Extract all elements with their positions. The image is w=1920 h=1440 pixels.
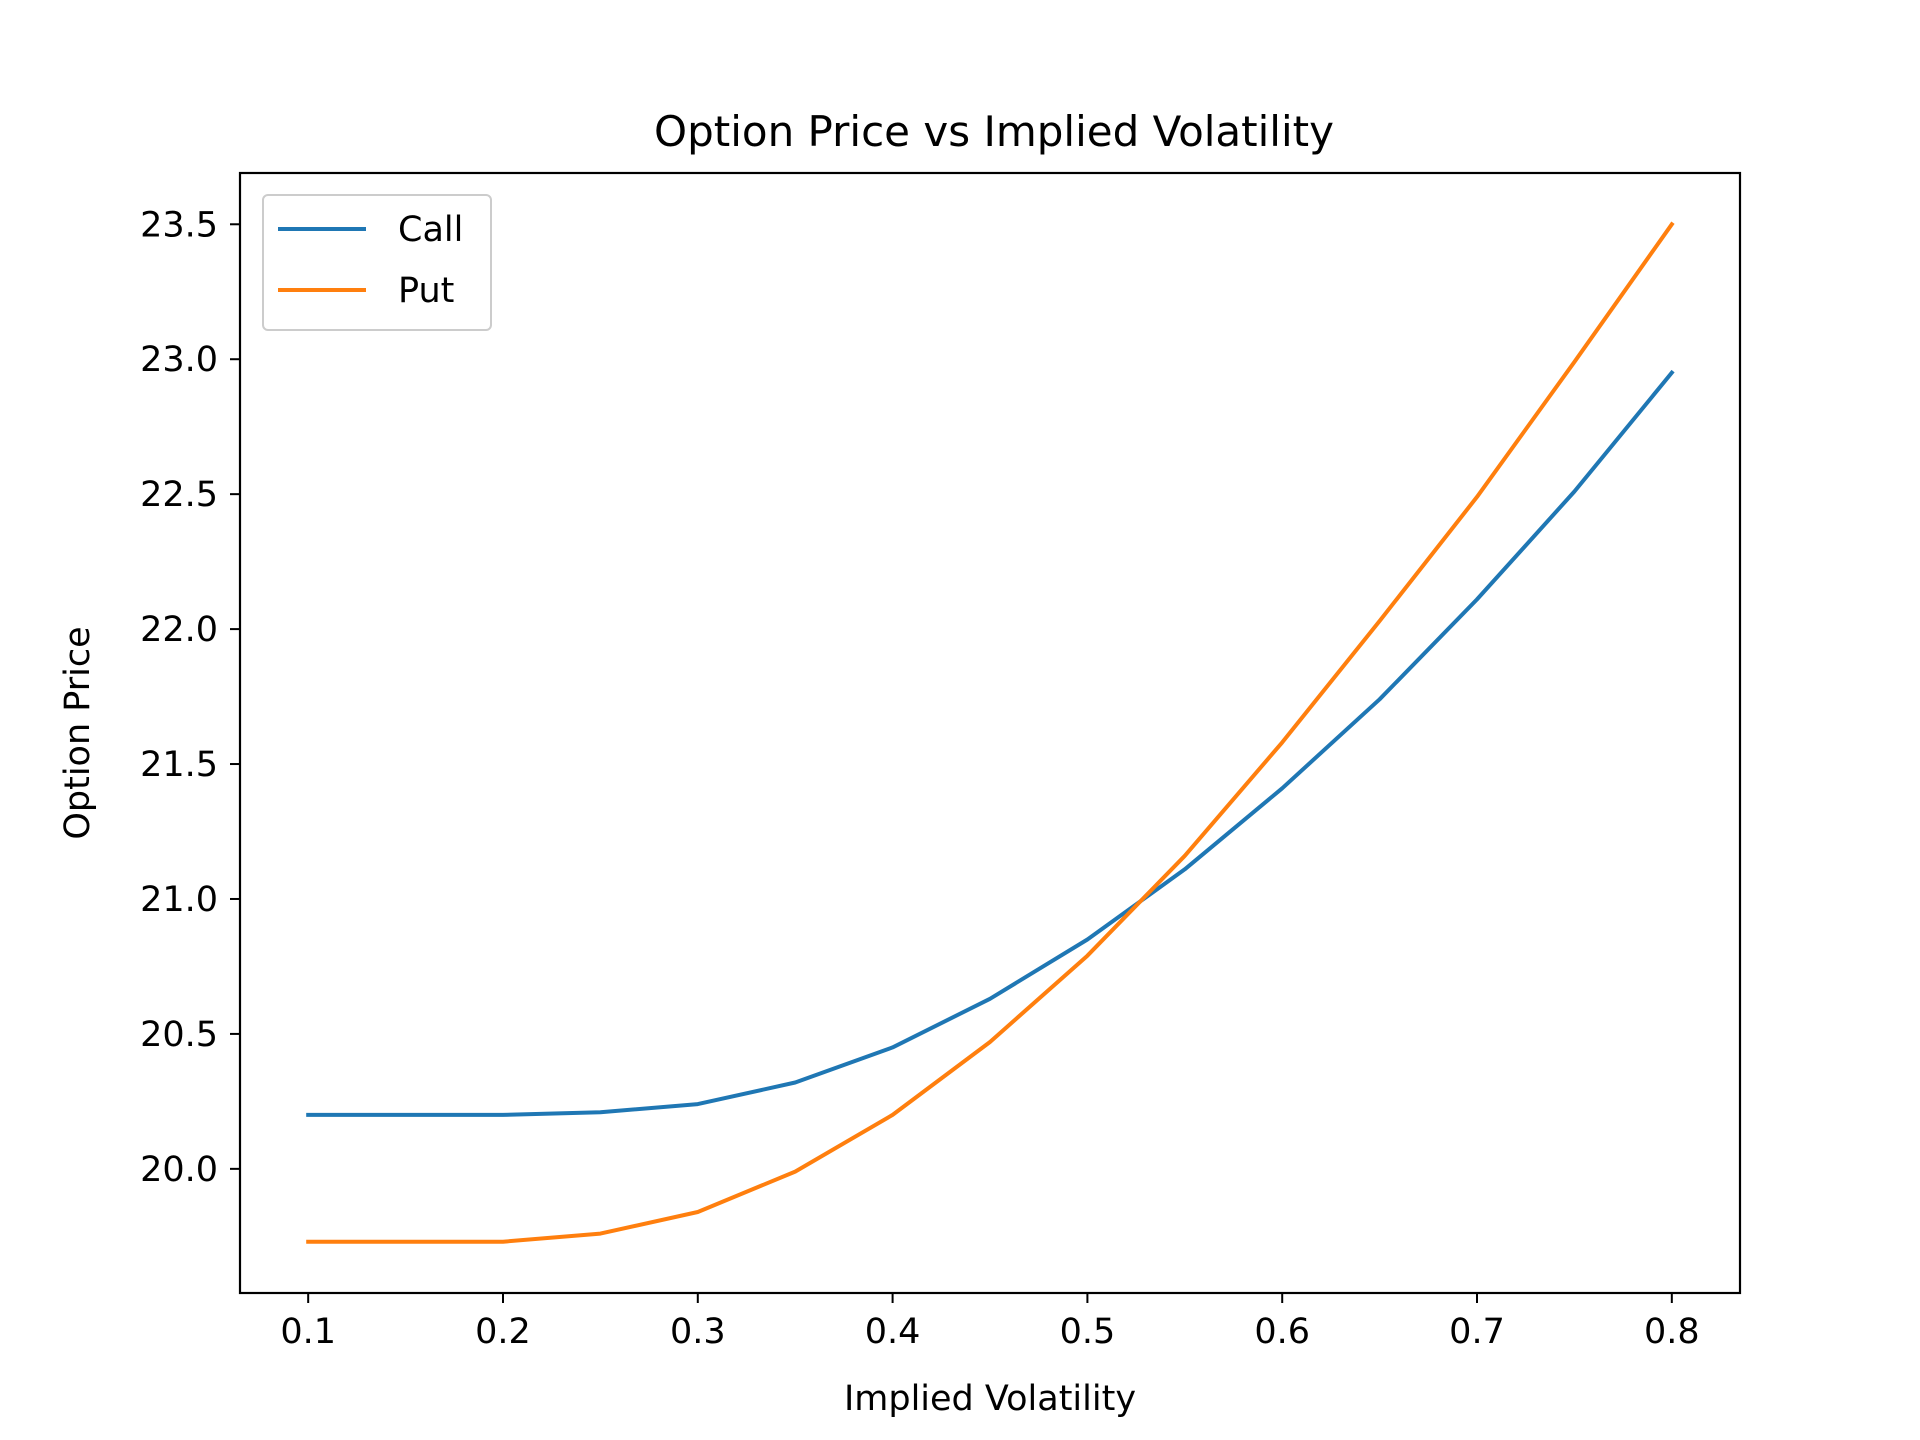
y-tick-label: 23.0 [140,340,218,380]
series-line-put [306,221,1675,1244]
y-tick-label: 20.5 [140,1015,218,1055]
y-axis-title: Option Price [58,626,98,839]
axes-frame [238,171,1742,1295]
x-tick-label: 0.7 [1449,1312,1505,1352]
x-tick-label: 0.1 [280,1312,336,1352]
legend-label-call: Call [398,210,463,250]
x-tick-label: 0.3 [670,1312,726,1352]
y-tick-label: 21.0 [140,880,218,920]
legend: Call Put [262,194,492,331]
series-lines [306,221,1675,1244]
y-axis-ticks: 20.0 20.5 21.0 21.5 22.0 22.5 23.0 23.5 [140,205,240,1190]
chart-title: Option Price vs Implied Volatility [654,107,1334,156]
series-line-call [306,369,1675,1117]
y-tick-label: 21.5 [140,745,218,785]
y-tick-label: 23.5 [140,205,218,245]
y-tick-label: 22.5 [140,475,218,515]
plot-area: 0.1 0.2 0.3 0.4 0.5 0.6 0.7 0.8 20.0 20.5 21.0 21.… [140,171,1742,1352]
y-tick-label: 22.0 [140,610,218,650]
x-tick-label: 0.6 [1254,1312,1310,1352]
x-tick-label: 0.2 [475,1312,531,1352]
x-axis-ticks: 0.1 0.2 0.3 0.4 0.5 0.6 0.7 0.8 [280,1293,1700,1352]
x-tick-label: 0.8 [1644,1312,1700,1352]
x-axis-title: Implied Volatility [844,1379,1136,1419]
legend-label-put: Put [398,271,454,311]
y-tick-label: 20.0 [140,1150,218,1190]
x-tick-label: 0.5 [1060,1312,1116,1352]
x-tick-label: 0.4 [865,1312,921,1352]
